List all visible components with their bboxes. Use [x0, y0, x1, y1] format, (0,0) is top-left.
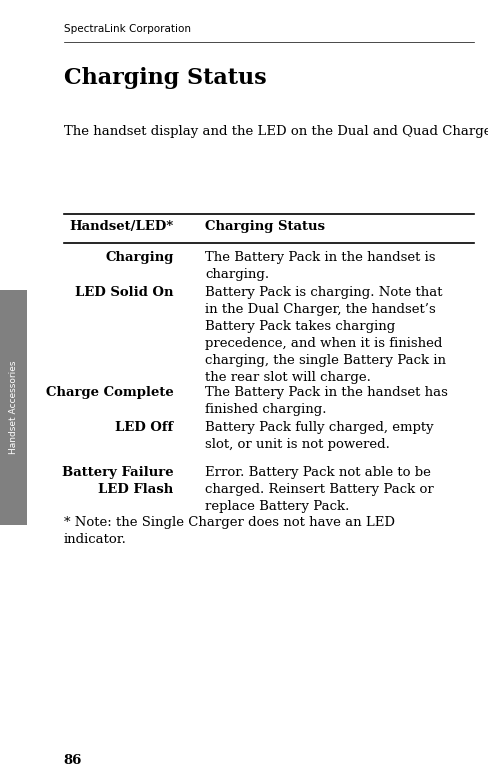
Text: SpectraLink Corporation: SpectraLink Corporation — [63, 24, 190, 34]
Text: 86: 86 — [63, 753, 82, 767]
Text: Battery Pack fully charged, empty
slot, or unit is not powered.: Battery Pack fully charged, empty slot, … — [205, 421, 433, 451]
Text: Charging Status: Charging Status — [63, 67, 265, 89]
Text: Handset Accessories: Handset Accessories — [9, 361, 18, 455]
FancyBboxPatch shape — [0, 290, 27, 525]
Text: Error. Battery Pack not able to be
charged. Reinsert Battery Pack or
replace Bat: Error. Battery Pack not able to be charg… — [205, 466, 433, 513]
Text: Charging: Charging — [105, 251, 173, 264]
Text: The Battery Pack in the handset is
charging.: The Battery Pack in the handset is charg… — [205, 251, 435, 281]
Text: The Battery Pack in the handset has
finished charging.: The Battery Pack in the handset has fini… — [205, 386, 447, 416]
Text: * Note: the Single Charger does not have an LED
indicator.: * Note: the Single Charger does not have… — [63, 516, 394, 546]
Text: LED Solid On: LED Solid On — [75, 286, 173, 299]
Text: Battery Failure
LED Flash: Battery Failure LED Flash — [62, 466, 173, 495]
Text: Charging Status: Charging Status — [205, 220, 325, 233]
Text: Battery Pack is charging. Note that
in the Dual Charger, the handset’s
Battery P: Battery Pack is charging. Note that in t… — [205, 286, 446, 384]
Text: The handset display and the LED on the Dual and Quad Chargers indicate whether o: The handset display and the LED on the D… — [63, 125, 488, 139]
Text: Handset/LED*: Handset/LED* — [69, 220, 173, 233]
Text: Charge Complete: Charge Complete — [46, 386, 173, 399]
Text: LED Off: LED Off — [115, 421, 173, 434]
